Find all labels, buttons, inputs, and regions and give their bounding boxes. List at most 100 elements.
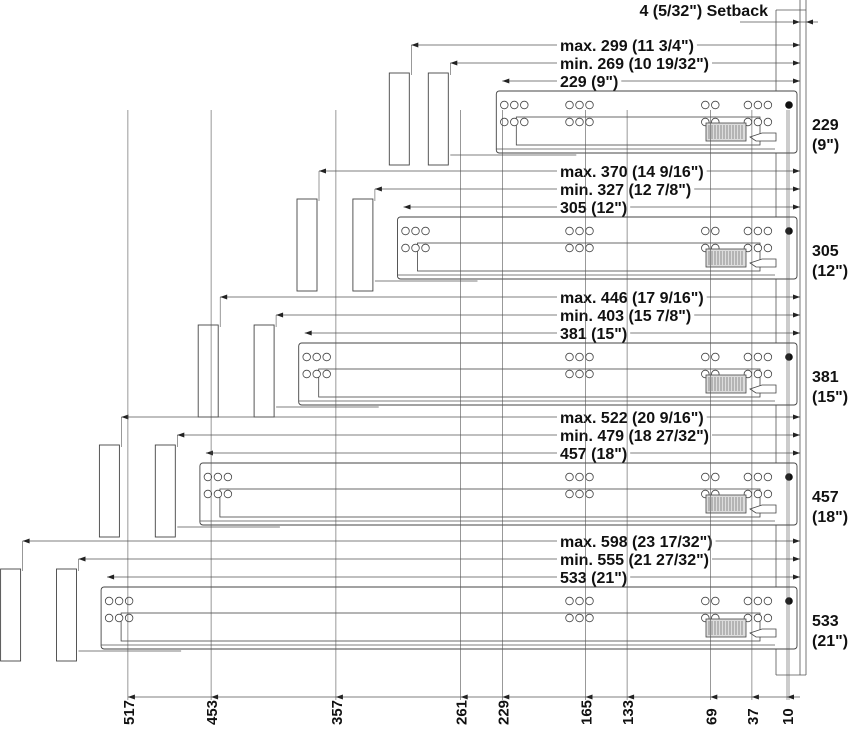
mounting-hole (302, 369, 311, 379)
min-arrow-right (793, 312, 800, 318)
mounting-hole (753, 472, 763, 482)
locking-device (705, 618, 747, 638)
mounting-hole (401, 243, 410, 253)
nominal-label-bg (557, 74, 622, 91)
mounting-hole (753, 100, 763, 110)
max-arrow-left (411, 42, 419, 48)
side-length-in: (9") (812, 137, 839, 154)
min-length-label: min. 555 (21 27/32") (560, 552, 709, 569)
side-length-in: (15") (812, 389, 848, 406)
mounting-hole (124, 596, 134, 606)
mounting-hole (763, 369, 773, 379)
nominal-length-label: 533 (21") (560, 570, 627, 587)
max-arrow-left (319, 168, 326, 174)
mounting-hole (753, 243, 763, 253)
max-arrow-right (793, 42, 800, 48)
slide-runner (417, 242, 761, 272)
slide-runner (515, 116, 761, 146)
drawer-slide-body (199, 462, 798, 526)
mounting-hole (763, 117, 773, 127)
drawer-front-max (0, 568, 22, 662)
drawer-front-min (154, 444, 176, 538)
mounting-hole (743, 472, 753, 482)
drawer-rows: max. 299 (11 3/4")min. 269 (10 19/32")22… (0, 38, 848, 662)
mounting-hole (585, 596, 594, 606)
max-length-label: max. 598 (23 17/32") (560, 534, 713, 551)
min-arrow-right (793, 432, 800, 438)
min-length-label: min. 269 (10 19/32") (560, 56, 709, 73)
max-arrow-right (793, 168, 800, 174)
side-length-mm: 305 (812, 243, 839, 260)
mounting-hole (743, 596, 753, 606)
mounting-hole (421, 226, 430, 236)
drawer-front-min (56, 568, 77, 662)
drawer-row-229: max. 299 (11 3/4")min. 269 (10 19/32")22… (388, 38, 839, 166)
mounting-hole (763, 352, 773, 362)
mounting-hole (575, 369, 584, 379)
mounting-hole (401, 226, 410, 236)
nominal-arrow-left (502, 78, 510, 84)
mounting-hole (763, 489, 773, 499)
nominal-arrow-right (793, 330, 800, 336)
mounting-hole (565, 596, 574, 606)
bottom-dimension-label: 453 (204, 700, 221, 725)
bottom-dimension-label: 69 (703, 708, 720, 725)
mounting-hole (585, 352, 594, 362)
nominal-arrow-right (793, 78, 800, 84)
slide-runner (120, 612, 761, 642)
drawer-row-381: max. 446 (17 9/16")min. 403 (15 7/8")381… (197, 290, 848, 418)
locating-hole-filled (785, 101, 793, 109)
mounting-hole (701, 352, 710, 362)
max-arrow-left (121, 414, 129, 420)
dim-arrow-37 (751, 694, 759, 700)
mounting-hole (565, 352, 574, 362)
side-length-in: (12") (812, 263, 848, 280)
mounting-hole (565, 489, 574, 499)
min-length-label: min. 327 (12 7/8") (560, 182, 691, 199)
mounting-hole (585, 100, 594, 110)
mounting-hole (312, 369, 321, 379)
dim-arrow-517 (127, 694, 135, 700)
mounting-hole (575, 613, 584, 623)
mounting-hole (711, 226, 720, 236)
mounting-hole (565, 243, 574, 253)
max-arrow-left (22, 538, 30, 544)
drawer-front-max (296, 198, 318, 292)
mounting-hole (763, 613, 773, 623)
drawer-front-min (253, 324, 275, 418)
mounting-hole (585, 226, 594, 236)
mounting-hole (104, 613, 114, 623)
mounting-hole (114, 613, 124, 623)
max-label-bg (557, 164, 707, 181)
drawer-row-457: max. 522 (20 9/16")min. 479 (18 27/32")4… (98, 410, 848, 538)
mounting-hole (585, 613, 594, 623)
min-arrow-left (177, 432, 185, 438)
nominal-label-bg (557, 200, 631, 217)
bottom-dimension-label: 229 (495, 700, 512, 725)
rear-bracket (749, 384, 777, 394)
mounting-hole (743, 352, 753, 362)
dim-arrow-165 (585, 694, 593, 700)
drawer-slide-body (298, 342, 798, 406)
nominal-arrow-right (793, 450, 800, 456)
drawer-row-305: max. 370 (14 9/16")min. 327 (12 7/8")305… (296, 164, 848, 292)
mounting-hole (711, 472, 720, 482)
side-length-mm: 229 (812, 117, 839, 134)
nominal-length-label: 457 (18") (560, 446, 627, 463)
locking-device (705, 122, 747, 142)
bottom-dimension-label: 37 (745, 708, 762, 725)
min-label-bg (557, 56, 712, 73)
dim-arrow-10 (787, 694, 794, 700)
mounting-hole (763, 226, 773, 236)
mounting-hole (223, 489, 233, 499)
bottom-dimension-label: 357 (329, 700, 346, 725)
side-length-in: (21") (812, 633, 848, 650)
max-arrow-right (793, 294, 800, 300)
max-length-label: max. 522 (20 9/16") (560, 410, 704, 427)
mounting-hole (575, 596, 584, 606)
min-arrow-right (793, 186, 800, 192)
mounting-hole (585, 243, 594, 253)
mounting-hole (711, 100, 720, 110)
mounting-hole (701, 472, 710, 482)
